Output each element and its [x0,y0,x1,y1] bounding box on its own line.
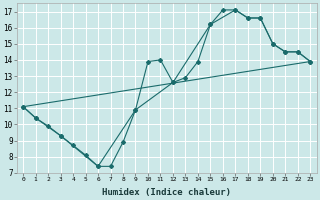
X-axis label: Humidex (Indice chaleur): Humidex (Indice chaleur) [102,188,231,197]
